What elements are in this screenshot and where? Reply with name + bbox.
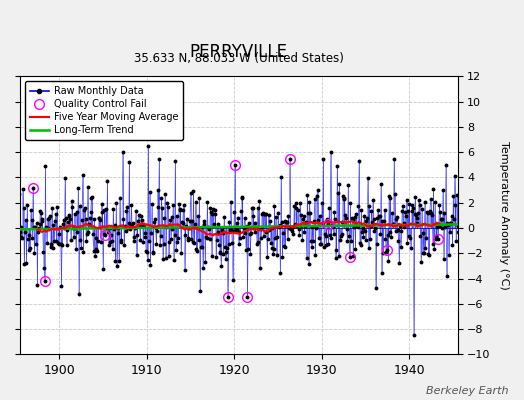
Text: Berkeley Earth: Berkeley Earth xyxy=(426,386,508,396)
Y-axis label: Temperature Anomaly (°C): Temperature Anomaly (°C) xyxy=(499,141,509,290)
Title: PERRYVILLE: PERRYVILLE xyxy=(190,43,288,61)
Text: 35.633 N, 88.033 W (United States): 35.633 N, 88.033 W (United States) xyxy=(134,52,344,65)
Legend: Raw Monthly Data, Quality Control Fail, Five Year Moving Average, Long-Term Tren: Raw Monthly Data, Quality Control Fail, … xyxy=(25,81,183,140)
